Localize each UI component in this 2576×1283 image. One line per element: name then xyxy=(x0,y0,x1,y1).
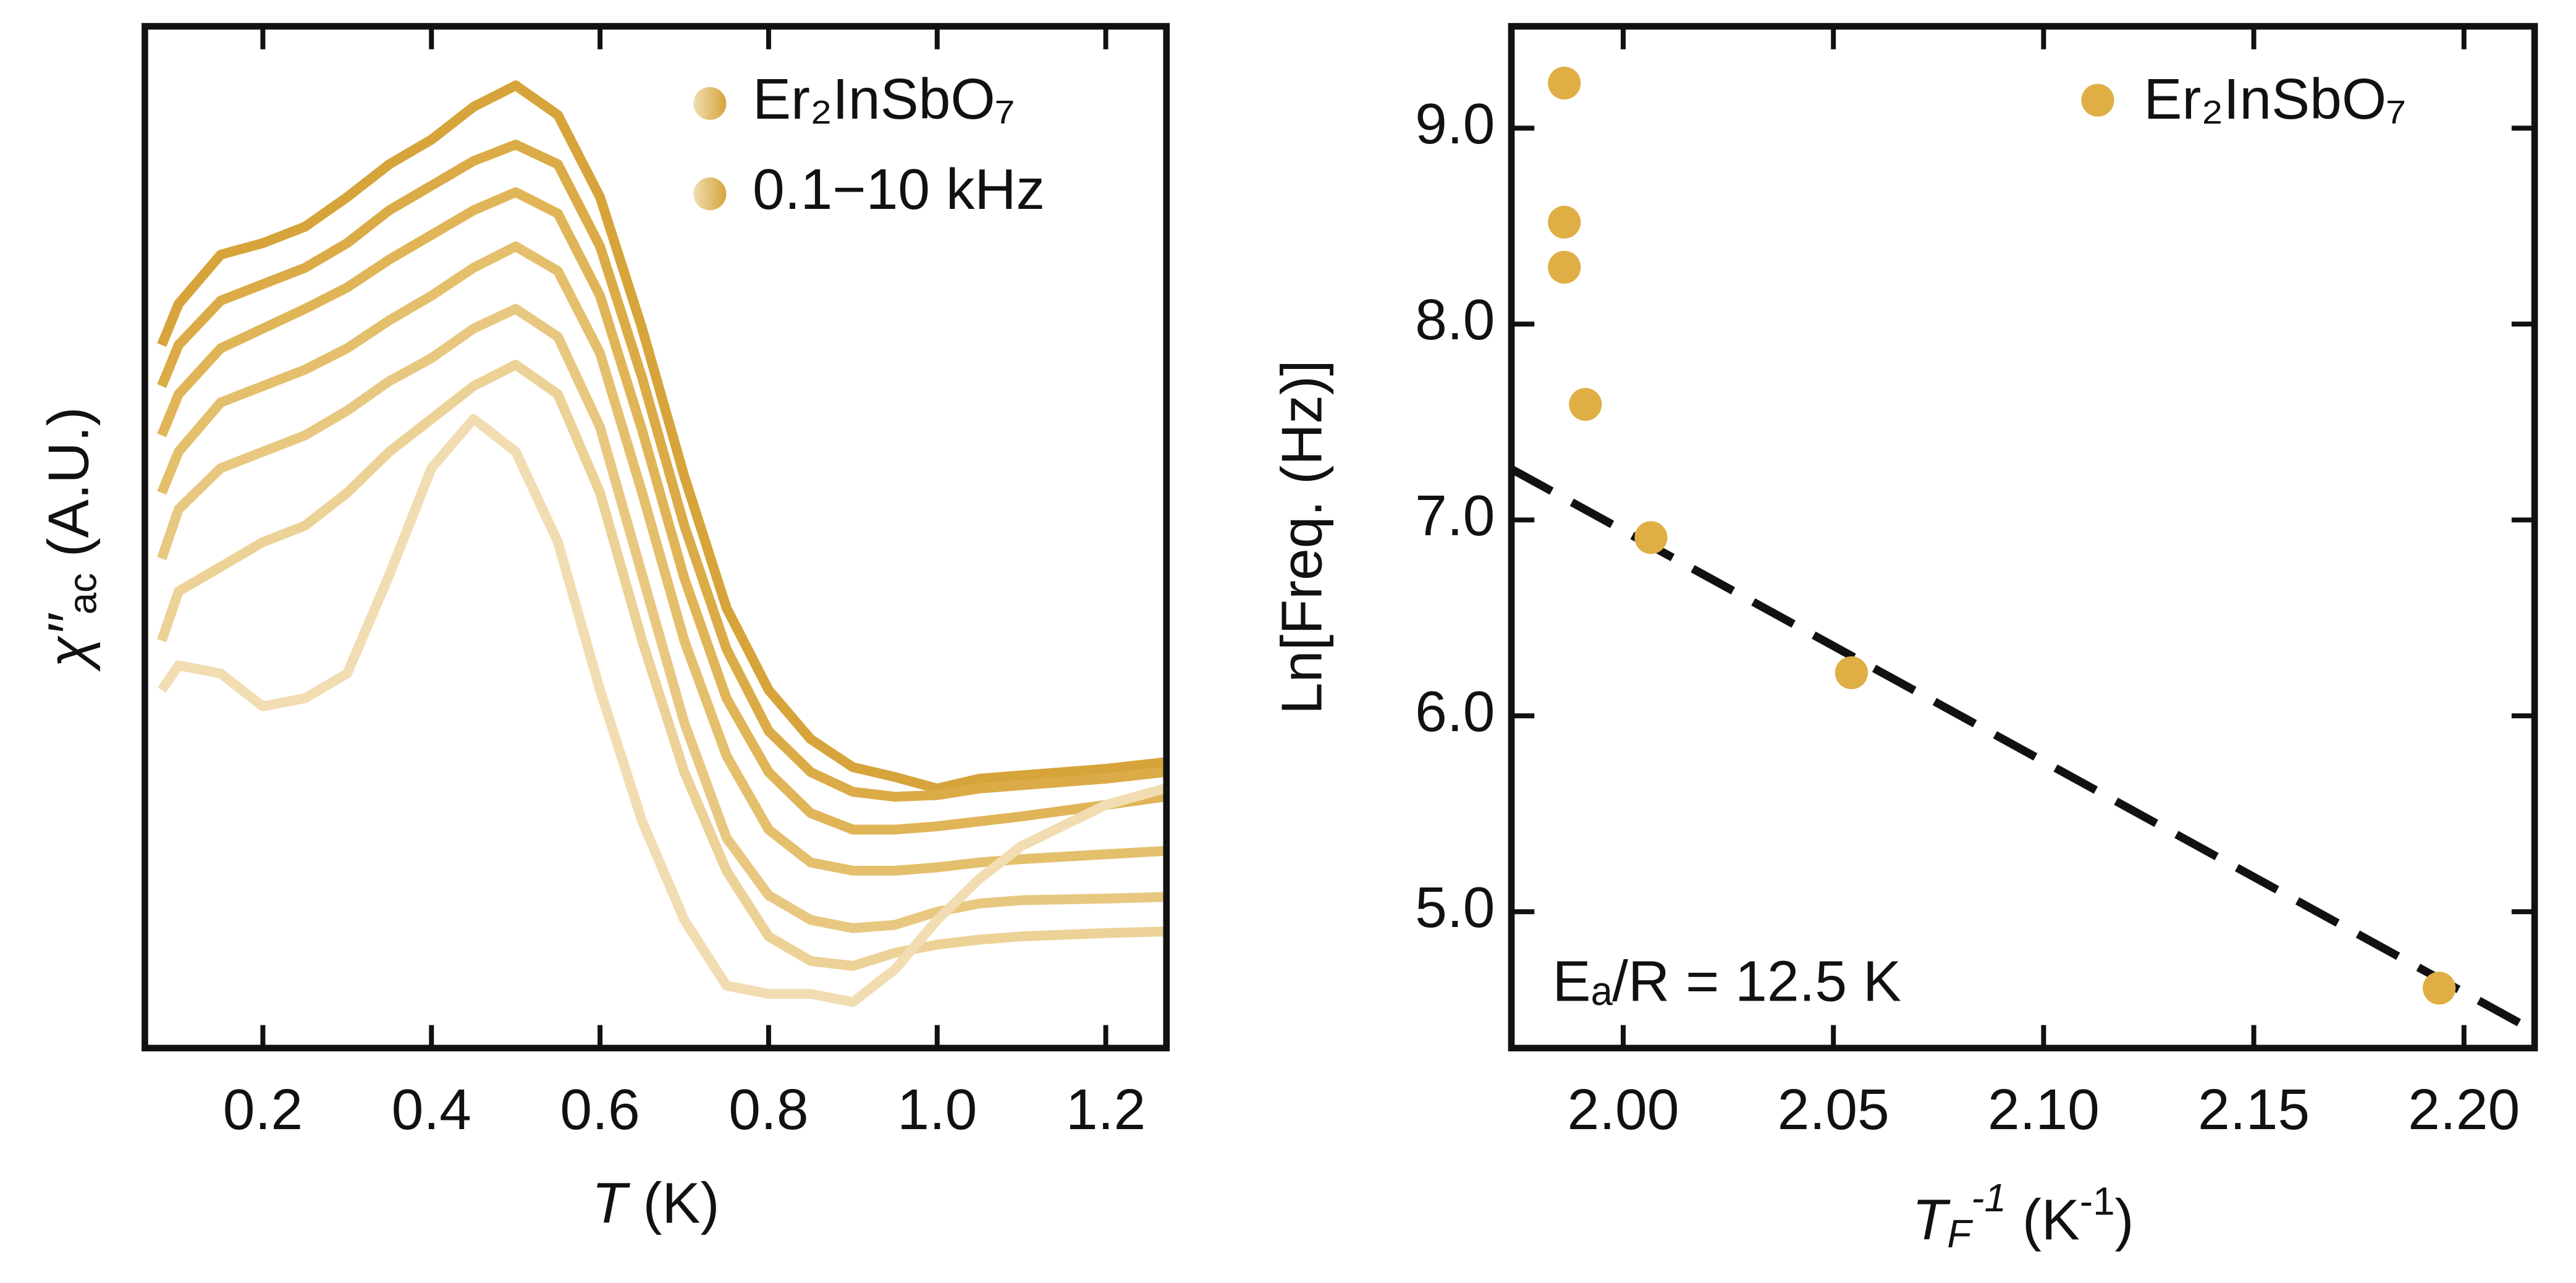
data-point xyxy=(1548,66,1581,100)
y-axis-label: χ′′ac (A.U.) xyxy=(36,407,105,672)
y-tick-label: 6.0 xyxy=(1415,679,1495,743)
x-label-symbol: T xyxy=(1912,1187,1951,1251)
y-axis-label: Ln[Freq. (Hz)] xyxy=(1269,360,1333,714)
data-line xyxy=(157,187,1166,835)
legend-marker xyxy=(2081,83,2114,117)
x-label-sup: -1 xyxy=(2080,1179,2115,1223)
x-label-symbol: T xyxy=(592,1171,631,1235)
x-tick-label: 0.6 xyxy=(560,1077,640,1141)
x-tick-label: 2.20 xyxy=(2408,1077,2520,1141)
y-tick-label: 7.0 xyxy=(1415,483,1495,548)
x-axis-label: TF-1 (K-1) xyxy=(1912,1175,2134,1256)
x-label-sup: -1 xyxy=(1971,1175,2006,1220)
data-line xyxy=(157,241,1165,876)
y-label-sub: ac xyxy=(61,573,105,614)
fit-line xyxy=(1509,465,2537,1035)
legend-label: Er₂InSbO₇ xyxy=(2143,67,2406,131)
x-label-sub: F xyxy=(1947,1211,1973,1256)
x-tick-label: 2.05 xyxy=(1778,1077,1890,1141)
x-label-unit: (K) xyxy=(627,1171,720,1235)
x-tick-label: 2.15 xyxy=(2198,1077,2310,1141)
x-tick-label: 0.8 xyxy=(728,1077,808,1141)
x-label-unit: (K xyxy=(2006,1187,2080,1251)
y-label-symbol: χ′′ xyxy=(36,612,100,672)
x-tick-label: 2.10 xyxy=(1988,1077,2100,1141)
x-tick-label: 0.2 xyxy=(223,1077,303,1141)
data-point xyxy=(1835,656,1869,690)
data-point xyxy=(1634,521,1668,554)
data-line xyxy=(157,360,1165,971)
x-label-end: ) xyxy=(2115,1187,2134,1251)
y-tick-label: 5.0 xyxy=(1415,875,1495,939)
data-point xyxy=(1548,205,1581,239)
plot-frame xyxy=(141,23,1170,1052)
y-tick-label: 8.0 xyxy=(1415,287,1495,352)
x-axis-label: T (K) xyxy=(592,1171,720,1235)
annotation: Eₐ/R = 12.5 K xyxy=(1552,949,1901,1013)
x-tick-label: 0.4 xyxy=(392,1077,471,1141)
data-line xyxy=(158,413,1167,1007)
x-tick-label: 1.2 xyxy=(1066,1077,1146,1141)
data-line xyxy=(157,80,1165,794)
legend-marker xyxy=(693,177,727,211)
x-tick-label: 1.0 xyxy=(897,1077,977,1141)
legend-marker xyxy=(693,87,727,121)
y-tick-label: 9.0 xyxy=(1415,91,1495,156)
data-point xyxy=(2422,972,2456,1005)
x-tick-label: 2.00 xyxy=(1567,1077,1679,1141)
y-label-unit: (A.U.) xyxy=(36,407,100,573)
data-point xyxy=(1569,387,1602,421)
data-point xyxy=(1548,250,1581,284)
legend-label: 0.1−10 kHz xyxy=(753,157,1045,221)
data-line xyxy=(157,139,1165,802)
plot-frame xyxy=(1508,23,2538,1052)
legend-label: Er₂InSbO₇ xyxy=(753,67,1015,131)
